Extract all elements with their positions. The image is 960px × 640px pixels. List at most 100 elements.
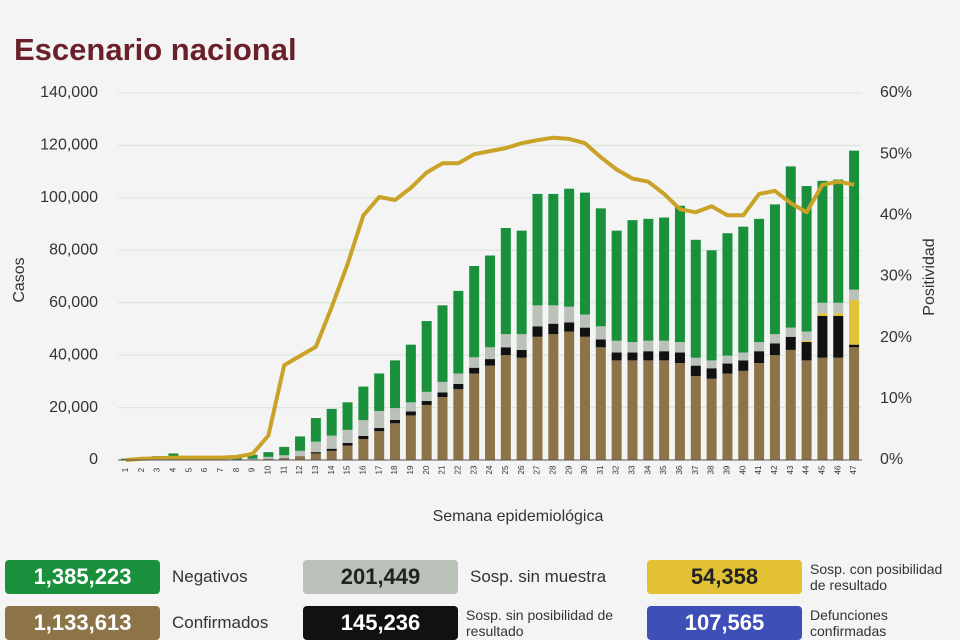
bar-segment [849,150,860,290]
bar-segment [548,305,559,324]
x-tick-label: 23 [469,465,478,474]
y2-tick-label: 0% [880,451,903,468]
bar-segment [579,192,590,315]
bar-segment [595,347,606,460]
chart: Escenario nacional Semana epidemiológica… [11,32,938,525]
bar-segment [674,363,685,460]
x-tick-label: 26 [517,465,526,474]
bar-segment [500,334,511,348]
bar-segment [754,218,765,343]
bar-segment [611,340,622,353]
legend-total: 145,236 [303,606,458,640]
bar-segment [516,334,527,350]
bar-segment [801,331,812,341]
bar-segment [295,436,306,451]
bar-segment [310,441,321,453]
x-tick-label: 39 [723,465,732,474]
y-tick-label: 140,000 [40,84,98,101]
bar-segment [785,349,796,460]
bar-segment [405,402,416,412]
bar-segment [785,336,796,350]
bar-segment [849,300,860,345]
bar-segment [532,305,543,327]
x-tick-label: 44 [802,465,811,474]
bar-segment [643,351,654,361]
bar-segment [738,352,749,361]
bar-segment [279,457,290,460]
bar-segment [342,445,353,460]
x-tick-label: 21 [438,465,447,474]
bar-segment [833,302,844,314]
y-tick-label: 40,000 [49,346,98,363]
bar-segment [500,355,511,460]
bar-segment [833,179,844,303]
x-tick-label: 5 [184,467,193,472]
x-tick-label: 43 [786,465,795,474]
bar-segment [801,360,812,460]
x-tick-label: 7 [216,467,225,472]
bar-segment [358,435,369,440]
bar-segment [453,373,464,384]
x-tick-label: 47 [849,465,858,474]
x-tick-label: 6 [200,467,209,472]
bar-segment [817,357,828,460]
bar-segment [627,352,638,361]
bar-segment [674,205,685,343]
bar-segment [326,448,337,451]
bar-segment [358,386,369,421]
x-tick-label: 15 [343,465,352,474]
bar-segment [579,336,590,460]
bar-segment [690,357,701,366]
bar-segment [548,323,559,335]
x-tick-label: 12 [295,465,304,474]
bar-segment [849,289,860,301]
bar-segment [754,363,765,460]
bar-segment [785,327,796,337]
x-tick-label: 14 [327,465,336,474]
x-tick-label: 13 [311,465,320,474]
bar-segment [833,357,844,460]
x-tick-label: 11 [279,465,288,474]
bar-segment [722,373,733,460]
x-tick-label: 27 [533,465,542,474]
bar-segment [659,351,670,361]
bar-segment [437,305,448,382]
x-tick-label: 25 [501,465,510,474]
bar-segment [421,321,432,392]
bar-segment [453,383,464,390]
bar-segment [310,453,321,460]
bar-segment [485,347,495,360]
bar-segment [722,363,733,374]
bar-segment [453,389,464,460]
bar-segment [342,442,353,446]
bar-segment [738,226,749,353]
bar-segment [532,193,543,306]
bar-segment [390,423,401,460]
bar-segment [390,408,401,420]
bar-segment [801,342,812,361]
bar-segment [769,204,780,335]
bar-segment [295,450,306,457]
bar-segment [390,360,401,409]
bar-segment [674,342,685,353]
bar-segment [310,418,321,442]
y-tick-label: 60,000 [49,294,98,311]
y-tick-label: 100,000 [40,189,98,206]
bar-segment [659,217,670,341]
bar-segment [817,302,828,314]
bar-segment [564,322,575,332]
bar-segment [421,404,432,460]
bar-segment [833,315,844,358]
legend-label: Sosp. sin posibilidad de resultado [466,607,614,639]
legend-total: 1,385,223 [5,560,160,594]
bar-segment [690,365,701,377]
bar-segment [405,415,416,460]
bar-segment [706,378,717,460]
bar-segment [564,331,575,460]
bar-segment [595,339,606,348]
y2-tick-label: 40% [880,207,912,224]
bar-segment [326,435,337,449]
bar-segment [310,452,321,454]
bar-segment [690,239,701,358]
